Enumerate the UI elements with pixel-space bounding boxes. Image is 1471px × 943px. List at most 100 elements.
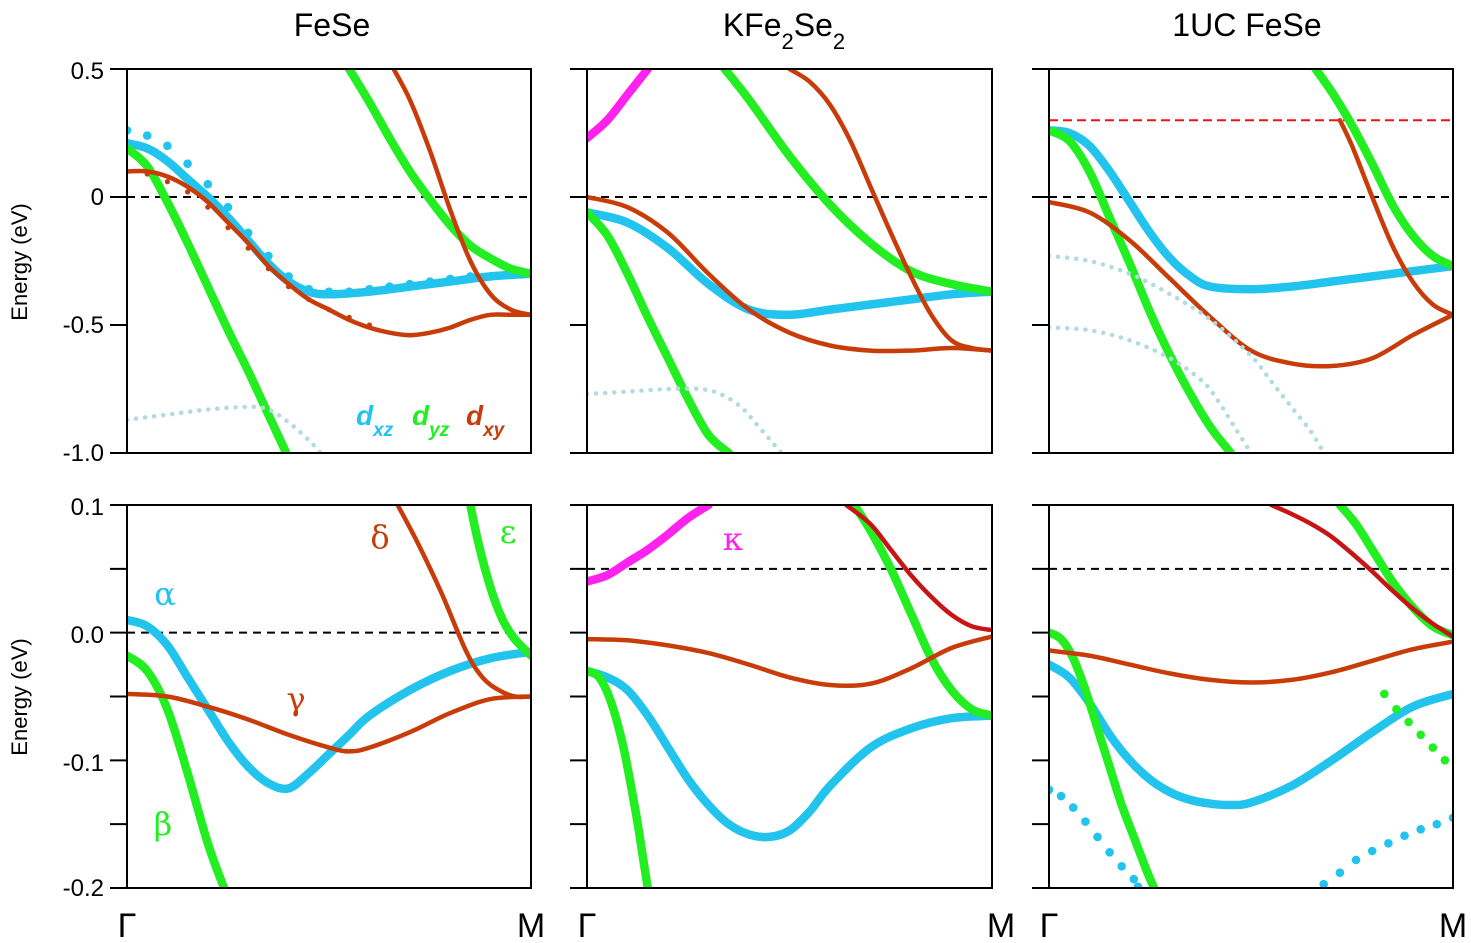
data-point	[243, 228, 253, 238]
data-point	[265, 266, 271, 272]
data-point	[1380, 689, 1389, 699]
band-line	[587, 505, 713, 586]
data-point	[1351, 855, 1361, 865]
panel-title: KFe2Se2	[723, 7, 845, 54]
data-point	[1392, 705, 1401, 714]
panel-title: FeSe	[294, 7, 370, 43]
data-point	[445, 274, 455, 284]
tick-label: -1.0	[63, 440, 104, 467]
data-point	[142, 131, 152, 140]
band-line	[1268, 505, 1453, 639]
band-line	[1335, 505, 1453, 640]
data-point	[1384, 839, 1393, 848]
tick-label: 0.1	[71, 494, 104, 521]
band-line	[1049, 660, 1453, 810]
data-point	[245, 245, 251, 251]
band-line	[1311, 69, 1453, 271]
data-point	[1117, 862, 1126, 871]
data-point	[346, 314, 352, 320]
plot-area	[1049, 69, 1453, 453]
title-subscript: 2	[782, 29, 794, 54]
tick-label: -0.5	[63, 312, 104, 339]
data-point	[183, 159, 192, 168]
data-point	[405, 279, 415, 289]
data-point	[264, 251, 273, 261]
band-line	[720, 69, 992, 296]
tick-label: -0.1	[63, 750, 104, 777]
x-label-gamma: Γ	[118, 907, 137, 943]
band-line	[587, 634, 992, 689]
data-point	[163, 141, 172, 151]
data-point	[1105, 848, 1114, 857]
x-label-m: M	[517, 907, 545, 943]
plot-panels: α β γ δ ε κ	[110, 68, 1454, 889]
tick-label: -0.2	[63, 875, 104, 902]
legend-sub: xy	[482, 420, 506, 441]
tick-labels: 0.5 0 -0.5 -1.0 0.1 0.0 -0.1 -0.2	[63, 58, 104, 902]
band-line	[395, 505, 531, 700]
data-point	[1428, 743, 1438, 752]
orbital-legend: dxz dyz dxy	[356, 400, 506, 441]
data-point	[1133, 882, 1143, 888]
band-line	[1049, 325, 1254, 453]
plot-frame	[1048, 504, 1454, 889]
band-line	[850, 505, 992, 720]
band-label: α	[154, 575, 176, 613]
panel	[570, 68, 993, 454]
data-point	[144, 171, 150, 177]
legend-base: d	[412, 400, 430, 431]
band-label: γ	[286, 680, 305, 718]
legend-entry-dyz: dyz	[412, 400, 450, 441]
title-subscript: 2	[833, 29, 845, 54]
band-line	[1049, 628, 1159, 888]
data-point	[225, 225, 231, 231]
plot-area	[127, 69, 531, 453]
data-point	[1416, 825, 1425, 834]
band-line	[466, 505, 531, 660]
tick-label: 0.5	[71, 58, 104, 85]
panel	[1032, 68, 1454, 454]
plot-frame	[1048, 68, 1454, 454]
band-line	[587, 69, 653, 143]
band-line	[1049, 126, 1453, 294]
plot-area	[1049, 505, 1453, 888]
data-point	[1056, 791, 1066, 801]
plot-area	[587, 505, 992, 888]
legend-base: d	[466, 400, 484, 431]
data-point	[1049, 785, 1054, 794]
data-point	[1319, 879, 1328, 888]
data-point	[223, 202, 233, 212]
data-point	[344, 287, 354, 297]
band-line	[1049, 253, 1326, 453]
band-line	[1337, 117, 1453, 318]
x-label-m: M	[1439, 907, 1467, 943]
x-label-m: M	[987, 907, 1015, 943]
y-axis-label: Energy (eV)	[7, 638, 32, 755]
data-point	[486, 272, 495, 281]
data-point	[324, 287, 334, 297]
data-point	[1129, 874, 1139, 884]
plot-frame	[586, 68, 993, 454]
data-point	[1440, 756, 1450, 765]
data-point	[466, 272, 475, 281]
data-point	[1367, 846, 1377, 856]
y-axis-labels: Energy (eV) Energy (eV)	[7, 203, 32, 755]
band-line	[344, 69, 531, 279]
data-point	[286, 284, 292, 290]
panel: κ	[570, 504, 993, 889]
plot-area	[127, 505, 531, 888]
x-label-gamma: Γ	[1040, 907, 1059, 943]
data-point	[1404, 717, 1413, 727]
band-line	[127, 144, 291, 453]
band-line	[1049, 126, 1236, 453]
band-line	[843, 505, 992, 633]
data-point	[164, 179, 170, 185]
data-point	[1416, 730, 1425, 740]
legend-base: d	[356, 400, 374, 431]
panel	[1032, 504, 1454, 889]
data-point	[1400, 831, 1409, 840]
band-label: β	[154, 805, 173, 843]
band-label: δ	[370, 518, 389, 556]
panel-title: 1UC FeSe	[1172, 7, 1321, 43]
